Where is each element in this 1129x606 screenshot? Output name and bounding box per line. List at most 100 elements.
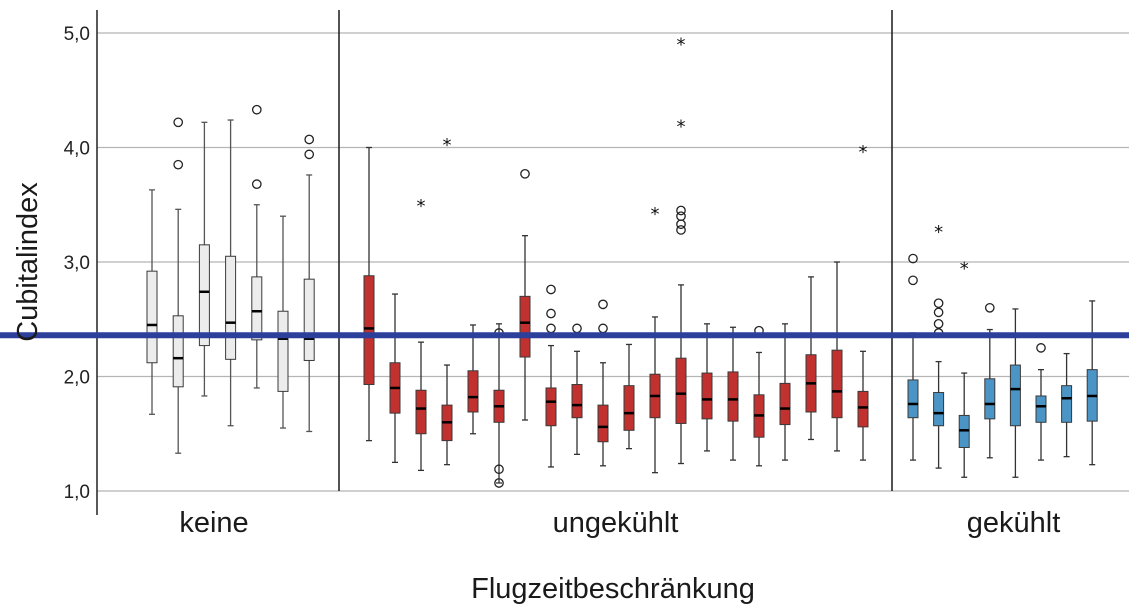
boxplot: [493, 323, 505, 488]
group-label: keine: [179, 507, 248, 539]
box: [1009, 364, 1021, 427]
outlier-point: [676, 225, 686, 235]
group-ungekühlt: ******: [363, 34, 869, 488]
outlier-point: [494, 464, 504, 475]
box: [727, 371, 739, 422]
extreme-point: *: [859, 142, 868, 163]
box: [467, 370, 479, 413]
y-tick-label: 5,0: [64, 24, 90, 45]
outlier-point: [304, 149, 315, 160]
group-gekühlt: **: [907, 222, 1098, 478]
boxplots: ********: [146, 34, 1098, 488]
outlier-point: [598, 323, 608, 334]
group-label: gekühlt: [967, 507, 1061, 539]
boxplot: [805, 276, 817, 441]
group-label: ungekühlt: [553, 507, 679, 539]
y-tick-label: 3,0: [64, 253, 90, 274]
box: [907, 379, 919, 419]
box: [571, 384, 583, 419]
x-axis-label: Flugzeitbeschränkung: [471, 573, 755, 605]
outlier-point: [494, 478, 504, 488]
extreme-point: *: [960, 259, 969, 280]
outlier-point: [933, 318, 944, 329]
group-labels: keine ungekühlt gekühlt: [179, 507, 1060, 539]
box: [857, 390, 869, 428]
boxplot: *: [933, 222, 945, 469]
outlier-point: [520, 168, 530, 179]
outlier-point: [251, 104, 262, 115]
boxplot: [389, 293, 401, 464]
boxplot: [727, 326, 739, 461]
boxplot: *: [441, 135, 453, 466]
boxplot: [251, 104, 263, 389]
y-tick-label: 4,0: [64, 139, 90, 160]
outlier-point: [304, 134, 315, 145]
box: [146, 270, 158, 364]
boxplot: [545, 284, 557, 468]
boxplot: *: [415, 196, 427, 472]
box: [779, 382, 791, 426]
boxplot: *: [958, 259, 970, 478]
extreme-point: *: [677, 117, 686, 138]
outlier-point: [173, 159, 184, 170]
box: [701, 372, 713, 420]
outlier-point: [251, 179, 262, 189]
boxplot: **: [675, 34, 687, 465]
outlier-point: [984, 302, 995, 313]
outlier-point: [546, 323, 556, 334]
outlier-point: [676, 219, 686, 230]
box: [831, 349, 843, 419]
extreme-point: *: [417, 196, 426, 217]
boxplot: [984, 302, 996, 459]
box: [545, 387, 557, 427]
boxplot: [597, 299, 609, 467]
boxplot: [277, 215, 289, 429]
boxplot: [1061, 352, 1073, 458]
boxplot: [303, 134, 315, 433]
boxplot: [467, 324, 479, 435]
outlier-point: [546, 308, 556, 319]
outlier-point: [908, 253, 918, 264]
group-dividers: [338, 10, 893, 491]
boxplot: [1086, 300, 1098, 466]
boxplot: [907, 253, 919, 461]
box: [1035, 395, 1047, 423]
y-axis: 1,0 2,0 3,0 4,0 5,0: [64, 10, 98, 515]
boxplot: [363, 146, 375, 442]
box: [623, 385, 635, 431]
box: [519, 295, 531, 358]
gridlines: [97, 32, 1129, 492]
boxplot: [571, 323, 583, 456]
outlier-point: [173, 117, 184, 128]
outlier-point: [908, 275, 918, 286]
box: [225, 255, 237, 360]
box: [415, 389, 427, 435]
outlier-point: [676, 205, 686, 216]
box: [597, 404, 609, 443]
box: [363, 275, 375, 386]
boxplot: [831, 261, 843, 452]
boxplot: [623, 343, 635, 450]
extreme-point: *: [443, 135, 452, 156]
y-tick-label: 1,0: [64, 482, 90, 503]
outlier-point: [1036, 343, 1046, 353]
boxplot: *: [649, 204, 661, 474]
outlier-point: [546, 284, 556, 295]
boxplot: [172, 117, 184, 454]
boxplot: [146, 189, 158, 415]
box: [1061, 385, 1073, 423]
box: [251, 276, 263, 341]
extreme-point: *: [677, 34, 686, 55]
outlier-point: [676, 211, 686, 222]
outlier-point: [933, 307, 944, 318]
outlier-point: [598, 299, 608, 310]
box: [303, 278, 315, 361]
box: [675, 357, 687, 424]
outlier-point: [933, 298, 944, 309]
boxplot: [225, 119, 237, 427]
boxplot: [753, 325, 765, 467]
boxplot: [519, 168, 531, 421]
boxplot: [1035, 343, 1047, 461]
boxplot: *: [857, 142, 869, 461]
